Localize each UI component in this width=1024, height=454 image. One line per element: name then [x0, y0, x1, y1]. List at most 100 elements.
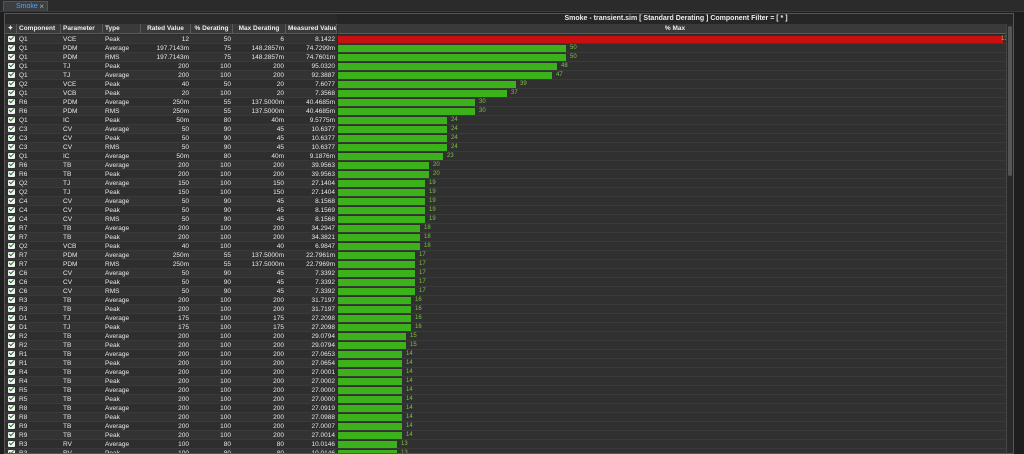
row-checkbox[interactable]: [8, 243, 15, 249]
header-max-derating[interactable]: Max Derating: [233, 24, 286, 34]
row-checkbox[interactable]: [8, 279, 15, 285]
row-checkbox[interactable]: [8, 117, 15, 123]
row-checkbox[interactable]: [8, 189, 15, 195]
row-checkbox[interactable]: [8, 135, 15, 141]
close-icon[interactable]: ×: [39, 2, 44, 11]
table-row[interactable]: R1 TB Average 200 100 200 27.0653 14: [5, 350, 1013, 359]
table-row[interactable]: R7 TB Average 200 100 200 34.2947 18: [5, 224, 1013, 233]
header-parameter[interactable]: Parameter: [61, 24, 103, 34]
table-row[interactable]: R3 RV Peak 100 80 80 10.0146 13: [5, 449, 1013, 453]
row-checkbox[interactable]: [8, 270, 15, 276]
table-row[interactable]: R7 PDM Average 250m 55 137.5000m 22.7961m 17: [5, 251, 1013, 260]
table-row[interactable]: R6 PDM RMS 250m 55 137.5000m 40.4685m 30: [5, 107, 1013, 116]
row-checkbox[interactable]: [8, 216, 15, 222]
row-checkbox[interactable]: [8, 63, 15, 69]
table-row[interactable]: C6 CV RMS 50 90 45 7.3392 17: [5, 287, 1013, 296]
row-checkbox[interactable]: [8, 360, 15, 366]
row-checkbox[interactable]: [8, 333, 15, 339]
table-row[interactable]: Q1 IC Peak 50m 80 40m 9.5775m 24: [5, 116, 1013, 125]
table-row[interactable]: C4 CV RMS 50 90 45 8.1568 19: [5, 215, 1013, 224]
table-row[interactable]: R8 TB Peak 200 100 200 27.0988 14: [5, 413, 1013, 422]
table-row[interactable]: C4 CV Average 50 90 45 8.1568 19: [5, 197, 1013, 206]
table-row[interactable]: R4 TB Average 200 100 200 27.0001 14: [5, 368, 1013, 377]
row-checkbox[interactable]: [8, 126, 15, 132]
table-row[interactable]: Q2 VCE Peak 40 50 20 7.6077 39: [5, 80, 1013, 89]
row-checkbox[interactable]: [8, 387, 15, 393]
table-row[interactable]: R5 TB Average 200 100 200 27.0000 14: [5, 386, 1013, 395]
row-checkbox[interactable]: [8, 315, 15, 321]
table-row[interactable]: Q1 TJ Average 200 100 200 92.3887 47: [5, 71, 1013, 80]
row-checkbox[interactable]: [8, 450, 15, 453]
row-checkbox[interactable]: [8, 81, 15, 87]
table-row[interactable]: D1 TJ Average 175 100 175 27.2098 16: [5, 314, 1013, 323]
row-checkbox[interactable]: [8, 90, 15, 96]
header-check[interactable]: ✦: [5, 24, 17, 34]
table-row[interactable]: R2 TB Peak 200 100 200 29.0794 15: [5, 341, 1013, 350]
table-row[interactable]: R1 TB Peak 200 100 200 27.0654 14: [5, 359, 1013, 368]
row-checkbox[interactable]: [8, 378, 15, 384]
row-checkbox[interactable]: [8, 99, 15, 105]
table-row[interactable]: R3 TB Average 200 100 200 31.7197 16: [5, 296, 1013, 305]
header-component[interactable]: Component: [17, 24, 61, 34]
row-checkbox[interactable]: [8, 54, 15, 60]
table-row[interactable]: D1 TJ Peak 175 100 175 27.2098 16: [5, 323, 1013, 332]
table-row[interactable]: Q2 TJ Peak 150 100 150 27.1404 19: [5, 188, 1013, 197]
table-row[interactable]: Q1 PDM Average 197.7143m 75 148.2857m 74.7299m…: [5, 44, 1013, 53]
row-checkbox[interactable]: [8, 432, 15, 438]
table-row[interactable]: R4 TB Peak 200 100 200 27.0002 14: [5, 377, 1013, 386]
table-row[interactable]: Q2 TJ Average 150 100 150 27.1404 19: [5, 179, 1013, 188]
table-row[interactable]: R3 RV Average 100 80 80 10.0146 13: [5, 440, 1013, 449]
table-row[interactable]: R5 TB Peak 200 100 200 27.0000 14: [5, 395, 1013, 404]
row-checkbox[interactable]: [8, 261, 15, 267]
row-checkbox[interactable]: [8, 351, 15, 357]
table-row[interactable]: R2 TB Average 200 100 200 29.0794 15: [5, 332, 1013, 341]
table-row[interactable]: R3 TB Peak 200 100 200 31.7197 16: [5, 305, 1013, 314]
tab-smoke[interactable]: Smoke ×: [3, 1, 48, 11]
header-type[interactable]: Type: [103, 24, 141, 34]
table-row[interactable]: C3 CV Peak 50 90 45 10.6377 24: [5, 134, 1013, 143]
row-checkbox[interactable]: [8, 171, 15, 177]
row-checkbox[interactable]: [8, 225, 15, 231]
row-checkbox[interactable]: [8, 252, 15, 258]
header-measured-value[interactable]: Measured Value: [286, 24, 337, 34]
table-row[interactable]: Q1 VCB Peak 20 100 20 7.3568 37: [5, 89, 1013, 98]
row-checkbox[interactable]: [8, 45, 15, 51]
row-checkbox[interactable]: [8, 342, 15, 348]
table-row[interactable]: R8 TB Average 200 100 200 27.0919 14: [5, 404, 1013, 413]
table-row[interactable]: R6 TB Average 200 100 200 39.9563 20: [5, 161, 1013, 170]
header-rated-value[interactable]: Rated Value: [141, 24, 191, 34]
row-checkbox[interactable]: [8, 144, 15, 150]
header-pct-max[interactable]: % Max: [338, 24, 1013, 34]
row-checkbox[interactable]: [8, 36, 15, 42]
row-checkbox[interactable]: [8, 180, 15, 186]
table-row[interactable]: Q1 VCE Peak 12 50 6 8.1422 136: [5, 35, 1013, 44]
row-checkbox[interactable]: [8, 72, 15, 78]
header-derating[interactable]: % Derating: [191, 24, 233, 34]
row-checkbox[interactable]: [8, 396, 15, 402]
table-row[interactable]: C6 CV Peak 50 90 45 7.3392 17: [5, 278, 1013, 287]
table-row[interactable]: C3 CV Average 50 90 45 10.6377 24: [5, 125, 1013, 134]
row-checkbox[interactable]: [8, 405, 15, 411]
row-checkbox[interactable]: [8, 162, 15, 168]
table-row[interactable]: Q1 PDM RMS 197.7143m 75 148.2857m 74.7601m 50: [5, 53, 1013, 62]
table-row[interactable]: Q1 IC Average 50m 80 40m 9.1876m 23: [5, 152, 1013, 161]
row-checkbox[interactable]: [8, 108, 15, 114]
table-row[interactable]: C4 CV Peak 50 90 45 8.1569 19: [5, 206, 1013, 215]
table-row[interactable]: R9 TB Average 200 100 200 27.0007 14: [5, 422, 1013, 431]
row-checkbox[interactable]: [8, 441, 15, 447]
table-row[interactable]: C3 CV RMS 50 90 45 10.6377 24: [5, 143, 1013, 152]
row-checkbox[interactable]: [8, 414, 15, 420]
row-checkbox[interactable]: [8, 153, 15, 159]
table-row[interactable]: R6 TB Peak 200 100 200 39.9563 20: [5, 170, 1013, 179]
table-row[interactable]: R7 TB Peak 200 100 200 34.3821 18: [5, 233, 1013, 242]
row-checkbox[interactable]: [8, 288, 15, 294]
vertical-scrollbar[interactable]: [1006, 24, 1013, 453]
row-checkbox[interactable]: [8, 297, 15, 303]
scrollbar-thumb[interactable]: [1008, 26, 1012, 176]
row-checkbox[interactable]: [8, 306, 15, 312]
table-row[interactable]: R7 PDM RMS 250m 55 137.5000m 22.7969m 17: [5, 260, 1013, 269]
row-checkbox[interactable]: [8, 423, 15, 429]
row-checkbox[interactable]: [8, 324, 15, 330]
row-checkbox[interactable]: [8, 369, 15, 375]
row-checkbox[interactable]: [8, 234, 15, 240]
